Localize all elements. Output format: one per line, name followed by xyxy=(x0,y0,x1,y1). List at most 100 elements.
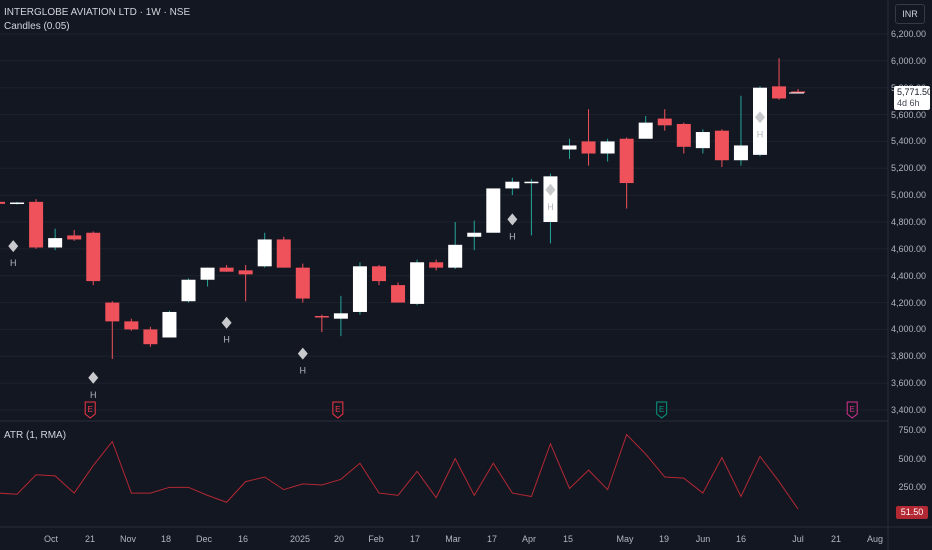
earnings-flag-icon xyxy=(656,401,668,419)
event-marker-label: H xyxy=(300,366,307,376)
study-label[interactable]: Candles (0.05) xyxy=(4,21,70,32)
candle[interactable] xyxy=(695,129,710,154)
candle-body xyxy=(486,188,501,233)
candles-series[interactable] xyxy=(0,58,806,359)
candle[interactable] xyxy=(124,318,139,331)
candle[interactable] xyxy=(638,115,653,139)
candle[interactable] xyxy=(67,230,82,241)
candle[interactable] xyxy=(238,264,253,302)
time-tick-label: 17 xyxy=(409,534,421,544)
price-tick-label: 5,200.00 xyxy=(890,163,926,174)
candle[interactable] xyxy=(105,301,120,359)
price-tick-label: 5,000.00 xyxy=(890,190,926,201)
time-tick-label: 17 xyxy=(486,534,498,544)
event-marker-label: H xyxy=(509,231,516,241)
candle[interactable] xyxy=(143,326,158,347)
candle[interactable] xyxy=(333,295,348,337)
earnings-marker[interactable]: E xyxy=(332,401,344,419)
candle[interactable] xyxy=(295,263,310,303)
candle[interactable] xyxy=(791,89,806,93)
candle[interactable] xyxy=(505,177,520,196)
candle[interactable] xyxy=(372,264,386,286)
earnings-flag-icon xyxy=(846,401,858,419)
candle[interactable] xyxy=(410,259,425,306)
candle[interactable] xyxy=(181,278,196,303)
candle-body xyxy=(238,270,253,275)
time-tick-label: May xyxy=(616,534,634,544)
candle[interactable] xyxy=(467,220,482,251)
atr-value-badge: 51.50 xyxy=(896,506,928,519)
candle[interactable] xyxy=(48,228,63,251)
candle[interactable] xyxy=(448,222,463,269)
price-tick-label: 5,400.00 xyxy=(890,136,926,147)
price-tick-label: 4,400.00 xyxy=(890,270,926,281)
candle-body xyxy=(467,232,482,237)
event-marker[interactable]: H xyxy=(8,240,19,268)
candle[interactable] xyxy=(391,282,406,303)
candle[interactable] xyxy=(162,310,177,338)
candle[interactable] xyxy=(600,138,615,162)
time-tick-label: Feb xyxy=(368,534,384,544)
candle[interactable] xyxy=(29,199,44,249)
candle[interactable] xyxy=(352,262,367,315)
atr-line[interactable] xyxy=(0,433,799,510)
candle-body xyxy=(143,329,158,345)
candle-body xyxy=(657,118,672,126)
earnings-marker[interactable]: E xyxy=(84,401,96,419)
candle[interactable] xyxy=(581,109,596,166)
atr-label[interactable]: ATR (1, RMA) xyxy=(4,430,67,441)
candle[interactable] xyxy=(10,201,25,205)
candle[interactable] xyxy=(714,129,729,167)
candle-body xyxy=(162,311,177,338)
candle[interactable] xyxy=(86,231,101,286)
time-tick-label: 2025 xyxy=(289,534,311,544)
candle-body xyxy=(733,145,748,161)
candle[interactable] xyxy=(657,109,672,131)
event-markers[interactable]: H H H H H H H xyxy=(8,111,765,400)
candle-body xyxy=(124,321,139,330)
candle[interactable] xyxy=(276,236,291,268)
price-tick-label: 3,800.00 xyxy=(890,351,926,362)
symbol-title[interactable]: INTERGLOBE AVIATION LTD · 1W · NSE xyxy=(4,7,191,18)
candle[interactable] xyxy=(486,188,501,233)
candle[interactable] xyxy=(733,95,748,166)
candle[interactable] xyxy=(772,58,787,100)
price-tick-label: 4,200.00 xyxy=(890,297,926,308)
event-marker[interactable]: H xyxy=(755,111,765,139)
candle[interactable] xyxy=(219,264,234,272)
candle[interactable] xyxy=(619,137,634,209)
currency-button[interactable]: INR xyxy=(895,4,925,24)
event-marker-label: H xyxy=(10,258,17,268)
price-tick-label: 6,200.00 xyxy=(890,29,926,39)
candle[interactable] xyxy=(200,267,215,287)
diamond-icon xyxy=(297,347,308,360)
earnings-marker[interactable]: E xyxy=(846,401,858,419)
time-tick-label: 20 xyxy=(333,534,345,544)
time-tick-label: 18 xyxy=(160,534,172,544)
candle[interactable] xyxy=(676,122,691,154)
event-marker[interactable]: H xyxy=(221,316,232,345)
candle-body xyxy=(29,201,44,248)
candle[interactable] xyxy=(314,314,329,333)
time-tick-label: Jun xyxy=(695,534,711,544)
event-marker[interactable]: H xyxy=(507,213,518,241)
candle[interactable] xyxy=(524,179,539,236)
candle-body xyxy=(391,285,406,303)
candle[interactable] xyxy=(562,138,577,159)
price-tick-label: 3,400.00 xyxy=(890,405,926,415)
candle[interactable] xyxy=(0,195,5,207)
event-marker[interactable]: H xyxy=(545,183,556,212)
last-price-badge: 5,771.50 4d 6h xyxy=(894,86,932,110)
candle[interactable] xyxy=(257,232,272,268)
earnings-marker[interactable]: E xyxy=(656,401,668,419)
event-marker[interactable]: H xyxy=(297,347,308,376)
candle[interactable] xyxy=(429,259,444,271)
event-marker[interactable]: H xyxy=(88,371,99,400)
price-tick-label: 4,800.00 xyxy=(890,217,926,227)
candle-body xyxy=(562,145,577,150)
earnings-flag-icon xyxy=(84,401,96,419)
candle-body xyxy=(257,239,272,267)
candle-body xyxy=(333,313,348,319)
